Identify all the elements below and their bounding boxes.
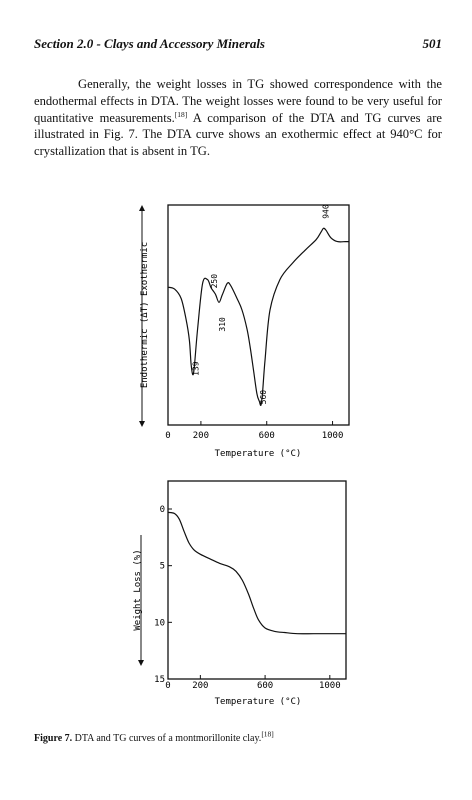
dta-chart: Endothermic (ΔT) Exothermic Temperature … [139,204,350,459]
dta-curve-layer [167,227,349,406]
tg-curve-layer [167,511,346,635]
tg-chart: Weight Loss (%) Temperature (°C) 0 200 600… [133,480,347,707]
page-number: 501 [422,36,443,51]
dta-peak-label: 250 [210,274,219,289]
tg-y-tick-label: 5 [160,562,165,572]
dta-peak-label: 139 [192,361,201,376]
tg-x-tick-label: 0 [165,681,170,691]
dta-x-ticks: 0 200 600 1000 [165,421,343,441]
tg-x-tick-label: 200 [192,681,208,691]
paragraph-text-2: A comparison of the DTA and TG curves ar… [34,110,442,159]
tg-curve [167,511,346,635]
tg-y-axis-label: Weight Loss (%) [133,549,143,630]
section-title: Section 2.0 - Clays and Accessory Minera… [34,36,265,51]
page-header: Section 2.0 - Clays and Accessory Minera… [34,36,442,52]
tg-x-ticks: 0 200 600 1000 [165,675,341,691]
figure-caption: Figure 7. DTA and TG curves of a montmor… [34,729,274,744]
dta-peak-labels: 139 250 310 560 940 [192,204,331,404]
dta-curve [167,227,349,406]
dta-peak-label: 940 [322,204,331,219]
tg-y-tick-label: 15 [154,675,165,685]
dta-plot-frame [167,204,350,426]
dta-y-axis-label: Endothermic (ΔT) Exothermic [140,242,150,388]
body-paragraph: Generally, the weight losses in TG showe… [34,76,442,160]
tg-y-tick-label: 10 [154,618,165,628]
dta-x-tick-label: 600 [259,431,275,441]
dta-peak-label: 310 [218,317,227,332]
dta-peak-label: 560 [259,390,268,405]
tg-y-ticks: 0 5 10 15 [154,505,172,685]
paragraph-text-1: Generally, the weight losses in TG showe… [34,77,442,125]
caption-reference: [18] [261,729,274,739]
caption-text: DTA and TG curves of a montmorillonite c… [72,733,262,744]
dta-x-axis-label: Temperature (°C) [215,449,302,459]
tg-plot-frame [167,480,347,680]
reference-18: [18] [174,109,188,119]
tg-x-axis-label: Temperature (°C) [215,697,302,707]
tg-x-tick-label: 1000 [319,681,341,691]
dta-x-tick-label: 1000 [322,431,344,441]
tg-x-tick-label: 600 [257,681,273,691]
tg-y-tick-label: 0 [160,505,165,515]
dta-x-tick-label: 200 [193,431,209,441]
caption-label: Figure 7. [34,733,73,744]
dta-x-tick-label: 0 [165,431,170,441]
